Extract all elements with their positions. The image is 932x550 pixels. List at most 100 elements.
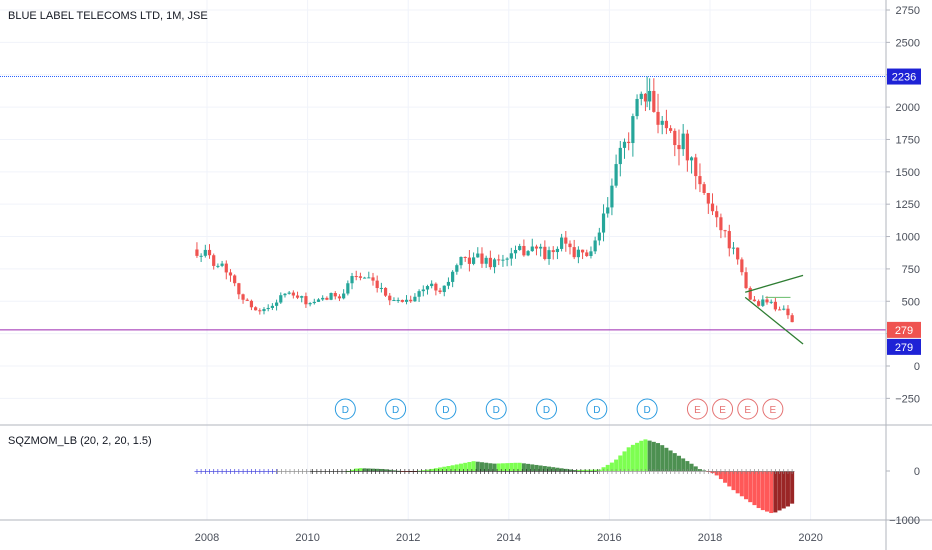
candle-body [601, 213, 606, 233]
momentum-bar [500, 463, 505, 471]
candle-body [589, 251, 593, 256]
earnings-marker[interactable] [712, 398, 734, 420]
candle-body [513, 249, 518, 254]
candle-body [337, 296, 342, 299]
momentum-bar [643, 439, 648, 471]
momentum-bar [417, 470, 422, 472]
squeeze-dot: + [548, 467, 555, 476]
squeeze-dot: + [650, 467, 657, 476]
earnings-marker[interactable] [762, 398, 784, 420]
earnings-marker[interactable] [737, 398, 759, 420]
candle-body [765, 299, 769, 303]
squeeze-dot: + [485, 467, 492, 476]
momentum-histogram [345, 439, 795, 514]
momentum-bar [345, 471, 350, 472]
squeeze-dot: + [210, 467, 217, 476]
squeeze-dot: + [282, 467, 289, 476]
momentum-bar [618, 455, 623, 471]
momentum-bar [567, 469, 572, 471]
squeeze-dot: + [261, 467, 268, 476]
momentum-bar [513, 462, 518, 471]
candle-body [736, 247, 740, 260]
candle-body [698, 176, 702, 185]
candle-body [727, 231, 731, 249]
momentum-bar [396, 470, 401, 472]
squeeze-dot: + [655, 467, 662, 476]
momentum-bar [459, 463, 464, 471]
candle-body [568, 243, 572, 248]
squeeze-dot: + [630, 467, 637, 476]
squeeze-dot: + [638, 467, 645, 476]
momentum-bar [530, 464, 535, 471]
indicator-title[interactable]: SQZMOM_LB (20, 2, 20, 1.5) [8, 435, 152, 447]
squeeze-dot: + [389, 467, 396, 476]
momentum-bar [463, 462, 468, 471]
candle-body [622, 141, 627, 148]
squeeze-dot: + [536, 467, 543, 476]
candle-body [434, 283, 438, 291]
squeeze-dot: + [676, 467, 683, 476]
squeeze-dot: + [718, 467, 725, 476]
candle-body [706, 192, 710, 204]
symbol-title[interactable]: BLUE LABEL TELECOMS LTD, 1M, JSE [8, 10, 208, 22]
squeeze-dot: + [634, 467, 641, 476]
candle-body [295, 295, 300, 298]
candle-body [668, 128, 673, 131]
candle-body [195, 249, 199, 256]
candle-body [631, 116, 635, 144]
momentum-bar [689, 463, 694, 471]
candle-body [480, 253, 484, 264]
squeeze-dot: + [604, 467, 611, 476]
squeeze-dot: + [295, 467, 302, 476]
dividend-marker[interactable] [536, 398, 558, 420]
squeeze-dot: + [600, 467, 607, 476]
candle-body [560, 237, 564, 249]
dividend-marker[interactable] [485, 398, 507, 420]
momentum-bar [475, 461, 480, 471]
dividend-marker[interactable] [435, 398, 457, 420]
squeeze-dot: + [684, 467, 691, 476]
dividend-marker[interactable] [586, 398, 608, 420]
candle-body [237, 283, 241, 295]
momentum-bar [647, 440, 652, 471]
squeeze-dot: + [789, 467, 796, 476]
dividend-marker[interactable] [636, 398, 658, 420]
candle-body [681, 133, 685, 150]
candle-body [534, 246, 539, 249]
squeeze-dot: + [642, 467, 649, 476]
momentum-bar [488, 463, 493, 471]
squeeze-dot: + [565, 467, 572, 476]
momentum-bar [706, 471, 711, 472]
candle-body [321, 297, 325, 300]
squeeze-dot: + [309, 467, 316, 476]
squeeze-dot: + [722, 467, 729, 476]
candle-body [673, 130, 677, 146]
candle-body [526, 251, 530, 256]
candle-body [476, 253, 480, 258]
candle-body [652, 90, 656, 112]
momentum-bar [681, 458, 686, 471]
momentum-bar [454, 464, 459, 471]
squeeze-dot: + [646, 467, 653, 476]
momentum-bar [484, 462, 489, 471]
squeeze-dot: + [448, 467, 455, 476]
squeeze-dot: + [578, 467, 585, 476]
lower-trendline[interactable] [744, 296, 804, 345]
earnings-marker[interactable] [686, 398, 708, 420]
candle-body [572, 247, 576, 258]
momentum-bar [370, 468, 375, 471]
trendlines[interactable] [744, 274, 804, 345]
candle-body [212, 255, 216, 266]
candle-body [539, 246, 543, 249]
candle-body [287, 292, 291, 294]
squeeze-dot: + [515, 467, 522, 476]
momentum-bar [756, 471, 761, 509]
indicator-axis-label: −1000 [889, 515, 920, 527]
dividend-marker[interactable] [334, 398, 356, 420]
momentum-bar [635, 442, 640, 471]
candle-body [497, 259, 501, 261]
upper-trendline[interactable] [745, 274, 804, 293]
squeeze-dot: + [617, 467, 624, 476]
dividend-marker[interactable] [385, 398, 407, 420]
time-axis-label: 2016 [597, 532, 621, 544]
